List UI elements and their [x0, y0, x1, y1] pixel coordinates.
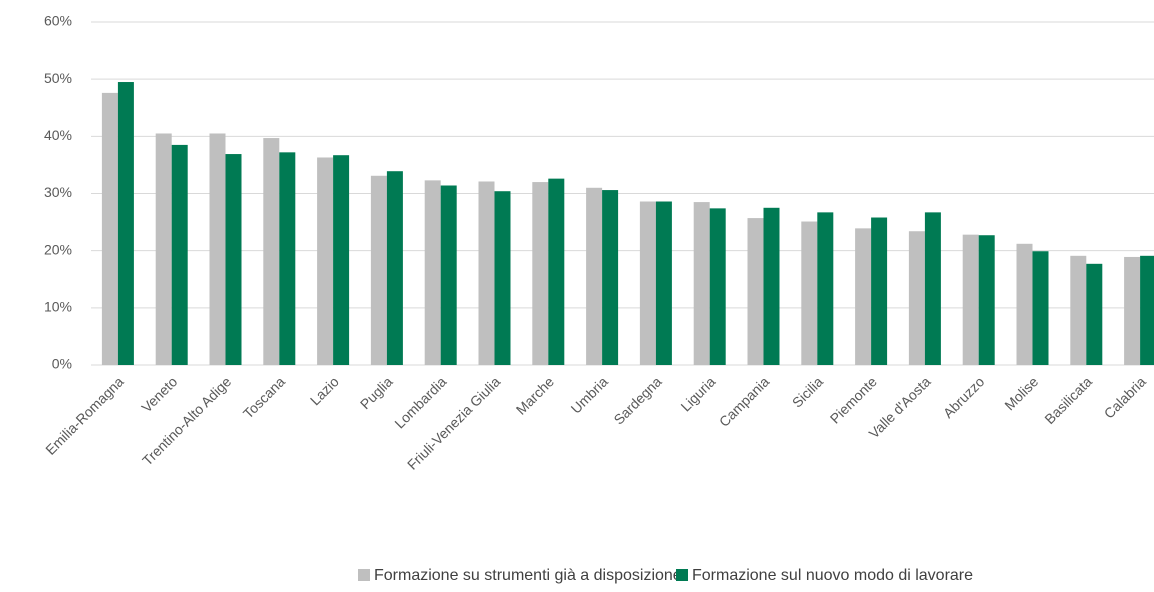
bar [639, 201, 656, 365]
legend-swatch [676, 569, 688, 581]
x-tick-label: Marche [513, 373, 557, 417]
bar [924, 212, 941, 365]
y-tick-label: 20% [44, 241, 72, 257]
bar [117, 82, 134, 366]
x-tick-label: Calabria [1101, 373, 1149, 421]
bar [494, 191, 511, 365]
x-tick-label: Abruzzo [940, 373, 988, 421]
y-tick-label: 50% [44, 70, 72, 86]
bar [370, 175, 387, 365]
bar [1086, 263, 1103, 365]
x-tick-label: Trentino-Alto Adige [139, 373, 234, 468]
x-tick-label: Lombardia [391, 373, 449, 431]
x-tick-label: Toscana [240, 373, 288, 421]
x-tick-label: Umbria [568, 373, 611, 416]
x-tick-label: Piemonte [827, 373, 880, 426]
legend-text: Formazione sul nuovo modo di lavorare [692, 567, 973, 584]
x-tick-label: Sardegna [610, 373, 664, 427]
x-tick-label: Liguria [677, 373, 718, 414]
bar [209, 133, 226, 365]
x-tick-label: Sicilia [789, 373, 826, 410]
bar [709, 208, 726, 365]
x-tick-label: Basilicata [1041, 373, 1095, 427]
bar [548, 178, 565, 365]
bar [440, 185, 457, 365]
x-tick-label: Veneto [138, 373, 180, 415]
x-tick-label: Friuli-Venezia Giulia [404, 373, 503, 472]
bar [962, 234, 979, 365]
bar [1140, 255, 1154, 365]
bar [333, 155, 350, 365]
bar [1124, 256, 1141, 365]
bar [602, 190, 619, 365]
x-tick-label: Campania [716, 373, 773, 430]
bar [693, 202, 710, 365]
bar [386, 171, 403, 365]
x-tick-label: Lazio [307, 373, 342, 408]
x-tick-label: Molise [1001, 373, 1041, 413]
bar [225, 154, 242, 365]
y-tick-label: 40% [44, 127, 72, 143]
bar [263, 138, 280, 365]
bar [586, 187, 603, 365]
bar [1070, 255, 1087, 365]
y-tick-label: 30% [44, 184, 72, 200]
y-tick-label: 10% [44, 299, 72, 315]
bar [801, 221, 818, 365]
legend-swatch [358, 569, 370, 581]
bar [978, 235, 995, 365]
y-tick-label: 0% [52, 356, 72, 372]
bar [532, 182, 549, 365]
bar [478, 181, 495, 365]
bar [279, 152, 296, 365]
bar [317, 157, 334, 365]
bar [155, 133, 172, 365]
bar [871, 217, 888, 365]
bar [908, 231, 925, 365]
y-tick-label: 60% [44, 13, 72, 29]
bar [747, 218, 764, 365]
bar [171, 144, 188, 365]
bar [1032, 251, 1049, 365]
x-tick-label: Emilia-Romagna [42, 373, 127, 458]
bar [424, 180, 441, 365]
bar [655, 201, 672, 365]
bar [855, 228, 872, 365]
bar [763, 207, 780, 365]
legend-text: Formazione su strumenti già a disposizio… [374, 567, 682, 584]
bar [1016, 243, 1033, 365]
bar [101, 92, 118, 366]
x-tick-label: Puglia [357, 373, 396, 412]
bar [817, 212, 834, 365]
